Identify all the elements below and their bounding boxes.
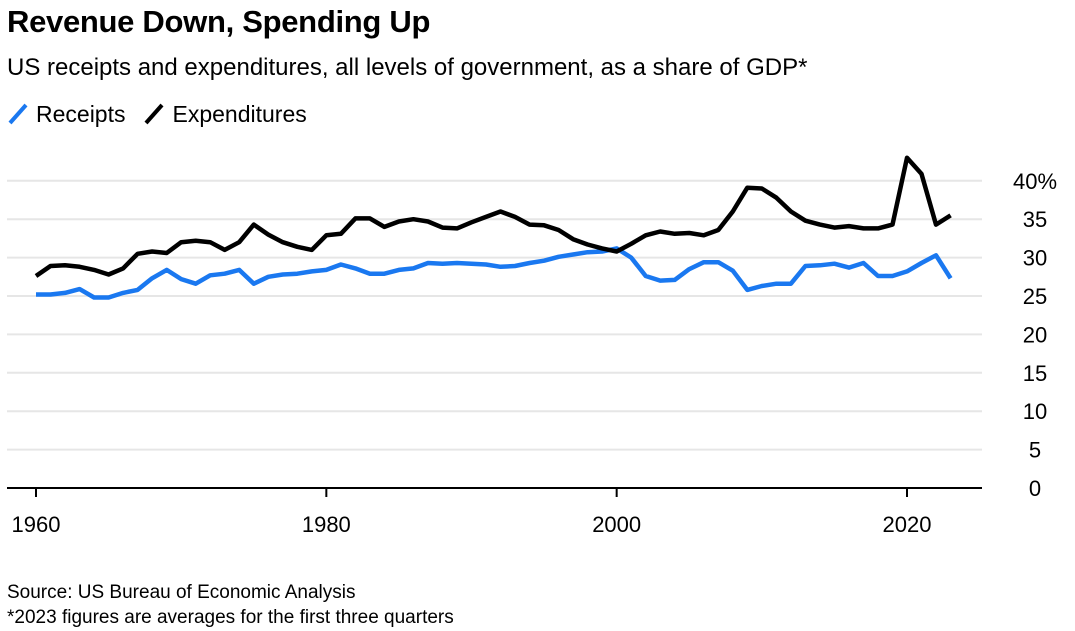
footer: Source: US Bureau of Economic Analysis *…: [7, 580, 454, 630]
y-tick-label: 30: [1023, 246, 1047, 271]
legend: Receipts Expenditures: [7, 99, 325, 129]
y-tick-label: 35: [1023, 207, 1047, 232]
chart-subtitle: US receipts and expenditures, all levels…: [7, 54, 808, 81]
legend-label-expenditures: Expenditures: [172, 100, 307, 127]
expenditures-legend-swatch-icon: [144, 103, 164, 125]
y-tick-label: 10: [1023, 399, 1047, 424]
y-tick-label: 0: [1029, 476, 1041, 501]
series-line-expenditures: [34, 155, 952, 278]
footnote: *2023 figures are averages for the first…: [7, 607, 454, 628]
x-tick-label: 2000: [592, 512, 641, 537]
series-line-receipts: [36, 246, 953, 300]
x-tick-label: 1960: [12, 512, 61, 537]
legend-label-receipts: Receipts: [36, 100, 126, 127]
y-tick-label: 5: [1029, 438, 1041, 463]
y-tick-label: 25: [1023, 284, 1047, 309]
y-tick-label: 15: [1023, 361, 1047, 386]
legend-item-receipts: Receipts: [7, 101, 125, 128]
x-tick-label: 2020: [883, 512, 932, 537]
source-note: Source: US Bureau of Economic Analysis: [7, 582, 356, 603]
chart-title: Revenue Down, Spending Up: [7, 4, 431, 39]
y-tick-label: 40%: [1013, 169, 1057, 194]
x-tick-label: 1980: [302, 512, 351, 537]
y-tick-label: 20: [1023, 322, 1047, 347]
receipts-legend-swatch-icon: [8, 103, 28, 125]
legend-item-expenditures: Expenditures: [143, 100, 307, 128]
